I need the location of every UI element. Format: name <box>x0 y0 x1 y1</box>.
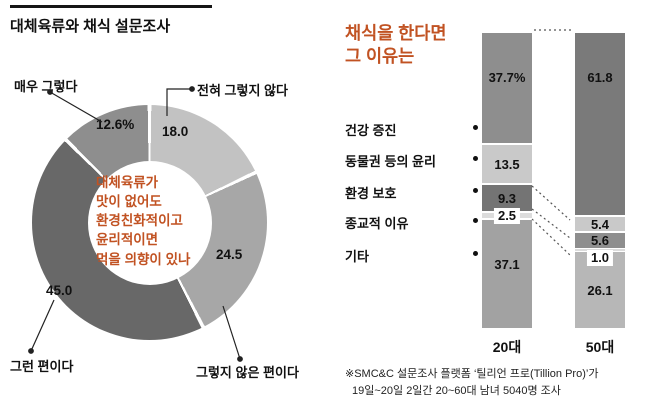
category-label: 종교적 이유 <box>345 216 409 231</box>
donut-question-line: 대체육류가 <box>96 175 159 190</box>
bar-value-label: 9.3 <box>497 190 517 206</box>
donut-callout-somewhat-no: 그렇지 않은 편이다 <box>196 365 299 380</box>
title-rule <box>10 5 212 8</box>
source-footnote-line: ※SMC&C 설문조사 플랫폼 ‘틸리언 프로(Tillion Pro)’가 <box>345 368 599 380</box>
bullet-dot <box>473 251 478 256</box>
right-chart-title: 채식을 한다면 그 이유는 <box>345 22 446 68</box>
bar-segment <box>575 216 625 232</box>
bar-value-label: 2.5 <box>493 208 521 225</box>
bullet-dot <box>473 156 478 161</box>
donut-callout-not-at-all: 전혀 그렇지 않다 <box>197 83 288 98</box>
bar-segment <box>482 144 532 184</box>
bar-segment <box>482 33 532 144</box>
source-footnote-line: 19일~20일 2일간 20~60대 남녀 5040명 조사 <box>352 384 561 397</box>
dotted-link-environment <box>531 208 571 239</box>
right-chart-title-line: 채식을 한다면 <box>345 23 447 43</box>
bar-value-label: 61.8 <box>587 70 613 85</box>
bar-value-label: 37.7% <box>488 70 526 85</box>
left-chart-title: 대체육류와 채식 설문조사 <box>10 18 171 35</box>
category-other: 기타 <box>345 246 478 264</box>
group-label-50s: 50대 <box>585 339 615 355</box>
donut-value-somewhat-no: 24.5 <box>216 247 243 262</box>
leader-dot <box>189 86 195 92</box>
donut-callout-very-agree: 매우 그렇다 <box>14 79 78 94</box>
category-animal-rights: 동물권 등의 윤리 <box>345 151 478 169</box>
bar-value-label: 1.0 <box>586 250 614 267</box>
bar-value-label: 5.6 <box>590 233 610 249</box>
dotted-link-religion <box>531 218 571 256</box>
right-chart-title-line: 그 이유는 <box>345 45 415 66</box>
category-environment: 환경 보호 <box>345 183 478 201</box>
donut-question-line: 맛이 없어도 <box>96 194 162 210</box>
dotted-link-animal-rights <box>531 185 571 221</box>
bullet-dot <box>473 188 478 193</box>
category-religion: 종교적 이유 <box>345 213 478 231</box>
category-label: 기타 <box>345 249 369 264</box>
donut-question-line: 윤리적이면 <box>96 232 159 248</box>
category-health: 건강 증진 <box>345 120 478 138</box>
bar-value-label: 37.1 <box>494 256 520 272</box>
stacked-bar-0: 37.7% 13.5 9.3 2.5 37.1 <box>482 33 532 330</box>
leader-dot <box>237 356 243 362</box>
bullet-dot <box>473 125 478 130</box>
donut-question: 대체육류가 맛이 없어도 환경친화적이고 윤리적이면 먹을 의향이 있나 <box>96 173 214 269</box>
donut-hole <box>87 160 212 285</box>
stacked-bar-1: 61.8 5.4 5.6 1.0 26.1 <box>575 33 625 330</box>
bar-segment <box>482 219 532 329</box>
bar-segment <box>575 33 625 216</box>
donut-value-very-agree: 12.6% <box>96 117 135 132</box>
category-label: 건강 증진 <box>345 123 397 138</box>
bar-value-label: 26.1 <box>587 283 613 299</box>
donut-value-somewhat-agree: 45.0 <box>46 283 73 298</box>
source-footnote: ※SMC&C 설문조사 플랫폼 ‘틸리언 프로(Tillion Pro)’가 1… <box>345 366 598 399</box>
donut-chart: 대체육류가 맛이 없어도 환경친화적이고 윤리적이면 먹을 의향이 있나 <box>32 105 267 340</box>
bar-segment <box>482 184 532 211</box>
donut-value-not-at-all: 18.0 <box>162 124 189 139</box>
leader-dot <box>28 348 34 354</box>
donut-callout-somewhat-agree: 그런 편이다 <box>10 359 74 374</box>
donut-question-line: 환경친화적이고 <box>96 213 183 229</box>
category-label: 동물권 등의 윤리 <box>345 154 436 169</box>
category-label: 환경 보호 <box>345 186 397 201</box>
donut-question-line: 먹을 의향이 있나 <box>96 251 191 267</box>
bar-segment <box>575 232 625 248</box>
bullet-dot <box>473 218 478 223</box>
group-label-20s: 20대 <box>492 339 522 355</box>
bar-value-label: 5.4 <box>590 216 610 232</box>
bar-value-label: 13.5 <box>494 156 520 172</box>
